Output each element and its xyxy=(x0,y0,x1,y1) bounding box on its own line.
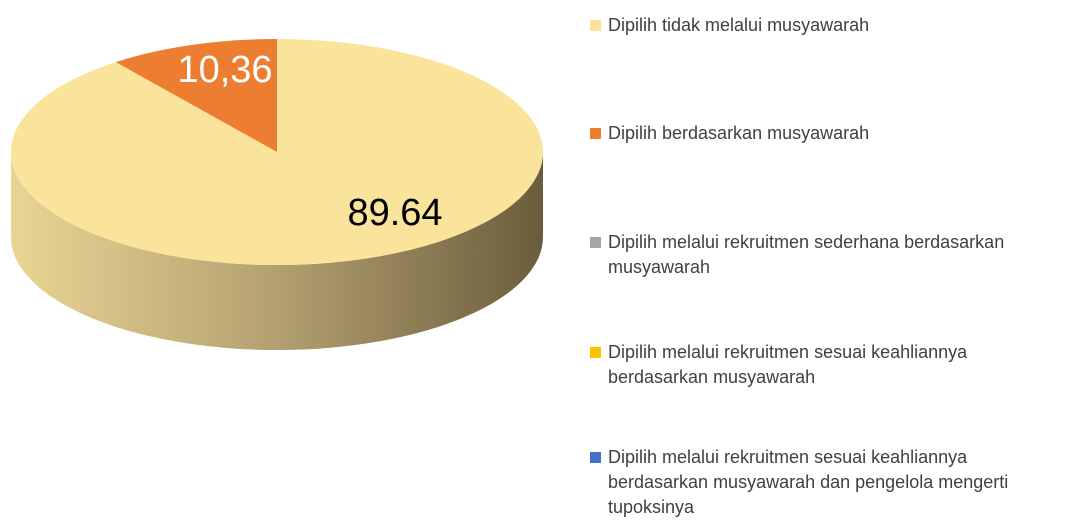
legend-swatch xyxy=(590,20,601,31)
chart: 89.64 10,36 xyxy=(10,39,543,350)
data-label: 89.64 xyxy=(347,192,442,234)
legend-item: Dipilih tidak melalui musyawarah xyxy=(590,13,1050,38)
legend-label: Dipilih berdasarkan musyawarah xyxy=(608,123,870,143)
legend-item: Dipilih melalui rekruitmen sesuai keahli… xyxy=(590,340,1050,390)
legend-label: Dipilih melalui rekruitmen sederhana ber… xyxy=(608,232,1005,277)
legend-item: Dipilih berdasarkan musyawarah xyxy=(590,121,1050,146)
legend-swatch xyxy=(590,452,601,463)
legend-label: Dipilih melalui rekruitmen sesuai keahli… xyxy=(608,342,968,387)
legend-label: Dipilih tidak melalui musyawarah xyxy=(608,15,870,35)
legend-label: Dipilih melalui rekruitmen sesuai keahli… xyxy=(608,447,1009,517)
legend-item: Dipilih melalui rekruitmen sesuai keahli… xyxy=(590,445,1050,520)
slice-side xyxy=(11,152,543,350)
legend-swatch xyxy=(590,237,601,248)
data-label: 10,36 xyxy=(177,49,272,91)
legend-swatch xyxy=(590,128,601,139)
legend-item: Dipilih melalui rekruitmen sederhana ber… xyxy=(590,230,1050,280)
legend-swatch xyxy=(590,347,601,358)
slice xyxy=(115,39,277,152)
